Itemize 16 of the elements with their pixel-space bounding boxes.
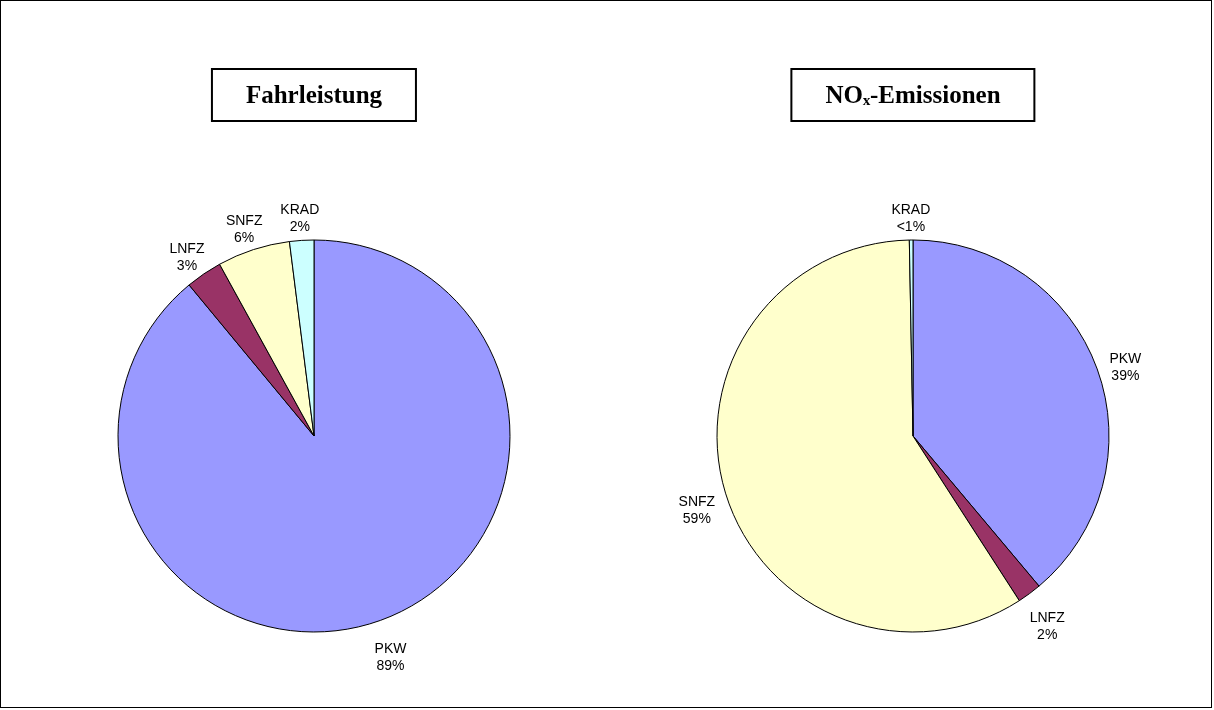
slice-label: SNFZ — [225, 212, 263, 229]
data-label: 2% — [1037, 625, 1058, 642]
slice-label: SNFZ — [678, 492, 716, 509]
slice-label: PKW — [374, 639, 408, 656]
data-label: 59% — [682, 509, 711, 526]
data-label: 89% — [376, 656, 405, 673]
data-label: 2% — [289, 218, 310, 235]
data-label: 3% — [176, 257, 198, 274]
data-label: <1% — [896, 218, 926, 235]
slice-label: LNFZ — [1029, 608, 1066, 625]
slice-label: LNFZ — [169, 240, 205, 257]
slice-label: KRAD — [280, 201, 320, 218]
data-label: 39% — [1111, 366, 1140, 383]
slice-label: PKW — [1109, 349, 1143, 366]
slice-label: KRAD — [891, 201, 931, 218]
data-label: 6% — [234, 229, 255, 246]
